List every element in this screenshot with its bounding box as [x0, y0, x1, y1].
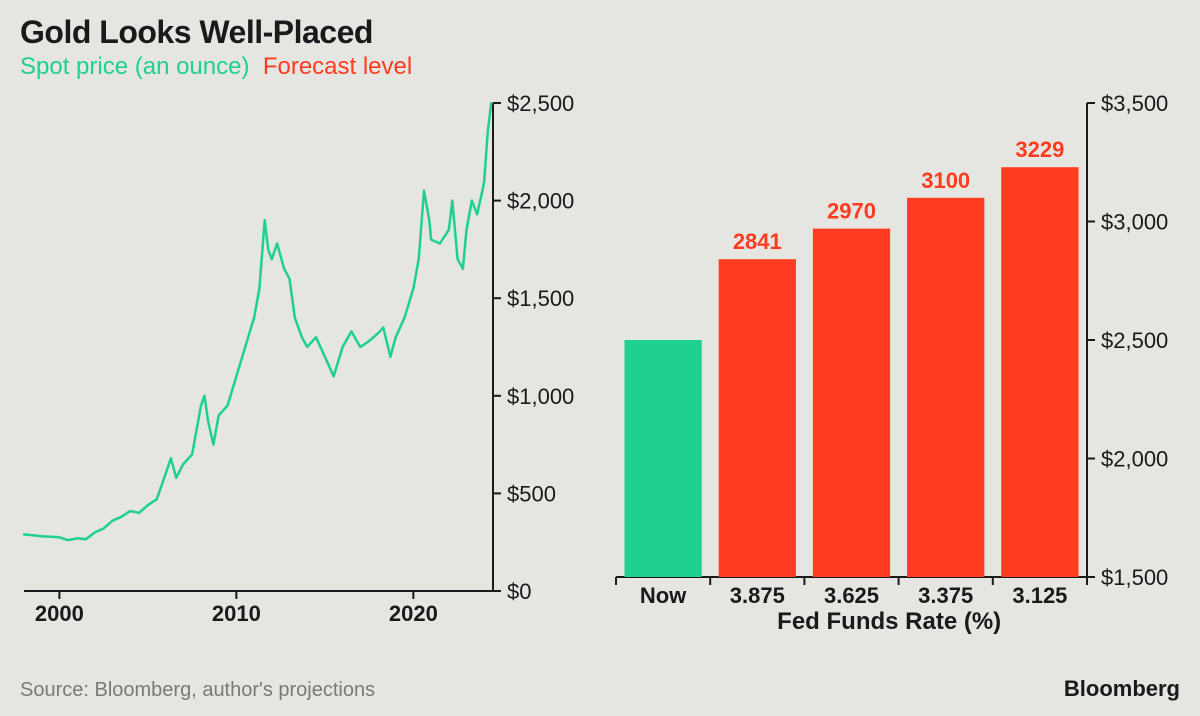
- svg-text:$3,000: $3,000: [1101, 210, 1168, 235]
- line-chart-svg: $0 $500 $1,000 $1,500 $2,000 $2,500 2000 2010 20…: [20, 91, 585, 639]
- legend: Spot price (an ounce) Forecast level: [20, 53, 1180, 81]
- svg-text:$2,000: $2,000: [1101, 447, 1168, 472]
- svg-text:$2,500: $2,500: [1101, 328, 1168, 353]
- svg-text:2841: 2841: [733, 229, 782, 254]
- svg-text:$2,500: $2,500: [507, 91, 574, 116]
- svg-text:3.375: 3.375: [918, 583, 973, 608]
- svg-text:$2,000: $2,000: [507, 189, 574, 214]
- header: Gold Looks Well-Placed Spot price (an ou…: [0, 0, 1200, 85]
- svg-text:Fed Funds Rate (%): Fed Funds Rate (%): [777, 608, 1001, 635]
- legend-spot: Spot price (an ounce): [20, 53, 249, 80]
- svg-text:3229: 3229: [1015, 137, 1064, 162]
- svg-text:Now: Now: [640, 583, 687, 608]
- svg-text:3.625: 3.625: [824, 583, 879, 608]
- svg-text:2000: 2000: [35, 601, 84, 626]
- legend-forecast: Forecast level: [263, 53, 412, 80]
- source-text: Source: Bloomberg, author's projections: [20, 679, 375, 702]
- bar-chart-panel: $1,500 $2,000 $2,500 $3,000 $3,500 Now 3.875 28…: [614, 91, 1180, 645]
- svg-text:2020: 2020: [389, 601, 438, 626]
- svg-text:3.875: 3.875: [730, 583, 785, 608]
- chart-title: Gold Looks Well-Placed: [20, 14, 1180, 51]
- bar-chart-svg: $1,500 $2,000 $2,500 $3,000 $3,500 Now 3.875 28…: [614, 91, 1179, 639]
- line-chart-panel: $0 $500 $1,000 $1,500 $2,000 $2,500 2000 2010 20…: [20, 91, 586, 645]
- svg-text:$1,500: $1,500: [1101, 565, 1168, 590]
- svg-text:$0: $0: [507, 579, 531, 604]
- svg-text:$1,500: $1,500: [507, 286, 574, 311]
- svg-text:$3,500: $3,500: [1101, 91, 1168, 116]
- brand-logo: Bloomberg: [1064, 676, 1180, 702]
- svg-text:$500: $500: [507, 481, 556, 506]
- svg-text:2970: 2970: [827, 199, 876, 224]
- footer: Source: Bloomberg, author's projections …: [20, 676, 1180, 702]
- svg-text:2010: 2010: [212, 601, 261, 626]
- svg-text:3.125: 3.125: [1012, 583, 1067, 608]
- svg-text:$1,000: $1,000: [507, 384, 574, 409]
- svg-text:3100: 3100: [921, 168, 970, 193]
- charts-row: $0 $500 $1,000 $1,500 $2,000 $2,500 2000 2010 20…: [0, 85, 1200, 645]
